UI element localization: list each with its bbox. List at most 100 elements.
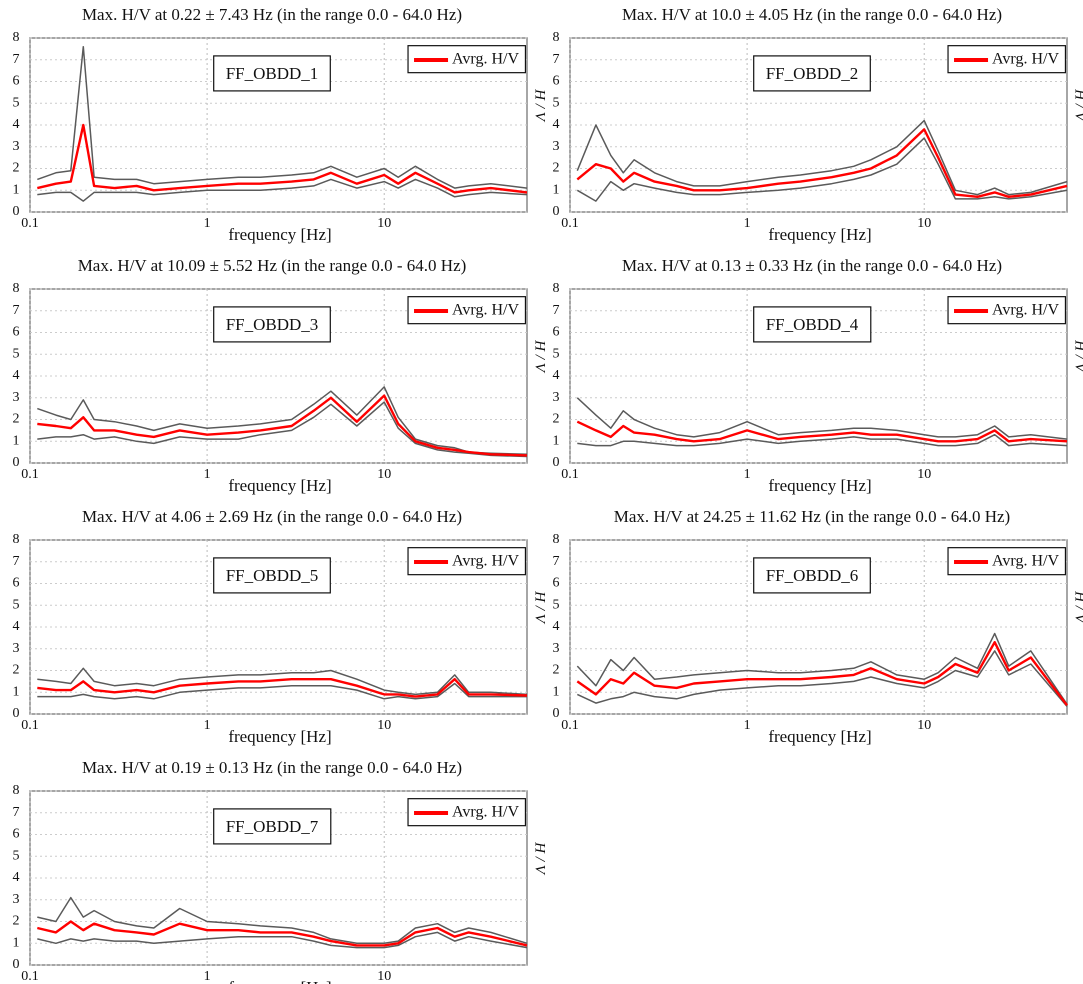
x-axis-label: frequency [Hz] (768, 225, 871, 244)
average-line (37, 394, 528, 457)
y-tick-label: 1 (13, 935, 20, 950)
y-tick-label: 8 (553, 532, 560, 547)
legend-label: Avrg. H/V (452, 804, 519, 821)
y-tick-label: 7 (13, 805, 20, 820)
y-tick-label: 0 (553, 455, 560, 470)
y-tick-label: 1 (553, 182, 560, 197)
station-label: FF_OBDD_2 (766, 64, 859, 83)
station-label: FF_OBDD_5 (226, 566, 319, 585)
station-label: FF_OBDD_7 (226, 817, 319, 836)
station-box (213, 557, 331, 594)
y-tick-label: 6 (13, 576, 20, 591)
y-tick-label: 5 (13, 848, 20, 863)
y-tick-label: 4 (553, 619, 560, 634)
station-box (213, 808, 332, 845)
y-tick-label: 0 (13, 455, 20, 470)
station-label: FF_OBDD_4 (766, 315, 859, 334)
x-tick-label: 10 (377, 718, 391, 733)
bound-line (37, 386, 528, 456)
y-tick-label: 3 (13, 641, 20, 656)
average-line (37, 123, 528, 194)
x-tick-label: 10 (917, 467, 931, 482)
y-tick-label: 8 (13, 281, 20, 296)
y-tick-label: 6 (553, 576, 560, 591)
y-tick-label: 3 (13, 139, 20, 154)
legend-label: Avrg. H/V (452, 302, 519, 319)
average-line (576, 420, 1068, 443)
bound-line (577, 433, 1068, 447)
y-axis-label: H / V (532, 88, 548, 123)
y-tick-label: 6 (553, 74, 560, 89)
chart-title: Max. H/V at 4.06 ± 2.69 Hz (in the range… (82, 507, 462, 526)
bound-line (37, 682, 527, 700)
chart-title: Max. H/V at 24.25 ± 11.62 Hz (in the ran… (614, 507, 1010, 526)
chart-panel: Max. H/V at 0.19 ± 0.13 Hz (in the range… (13, 758, 548, 984)
y-tick-label: 8 (553, 281, 560, 296)
legend-box (407, 45, 527, 74)
y-axis-label: H / V (1072, 339, 1083, 374)
y-tick-label: 0 (13, 957, 20, 972)
chart-title: Max. H/V at 0.22 ± 7.43 Hz (in the range… (82, 5, 462, 24)
y-tick-label: 4 (553, 368, 560, 383)
chart-title: Max. H/V at 0.13 ± 0.33 Hz (in the range… (622, 256, 1002, 275)
y-tick-label: 2 (13, 663, 20, 678)
x-axis-label: frequency [Hz] (228, 225, 331, 244)
legend-label: Avrg. H/V (992, 553, 1059, 570)
y-tick-label: 3 (553, 641, 560, 656)
y-tick-label: 3 (553, 390, 560, 405)
y-tick-label: 0 (13, 706, 20, 721)
y-tick-label: 6 (13, 827, 20, 842)
station-label: FF_OBDD_6 (766, 566, 859, 585)
x-tick-label: 0.1 (21, 969, 39, 984)
y-tick-label: 4 (13, 368, 20, 383)
bound-line (37, 178, 528, 202)
y-tick-label: 3 (13, 892, 20, 907)
y-tick-label: 7 (13, 554, 20, 569)
y-tick-label: 3 (13, 390, 20, 405)
station-box (753, 557, 871, 594)
x-tick-label: 10 (377, 216, 391, 231)
y-tick-label: 7 (553, 554, 560, 569)
x-tick-label: 1 (204, 467, 211, 482)
bound-line (37, 931, 528, 949)
x-tick-label: 10 (377, 969, 391, 984)
y-tick-label: 2 (13, 412, 20, 427)
legend-label: Avrg. H/V (452, 51, 519, 68)
y-tick-label: 4 (553, 117, 560, 132)
x-tick-label: 1 (204, 718, 211, 733)
y-tick-label: 7 (553, 52, 560, 67)
average-line (37, 678, 528, 698)
y-tick-label: 7 (553, 303, 560, 318)
y-tick-label: 0 (553, 204, 560, 219)
y-tick-label: 3 (553, 139, 560, 154)
station-box (753, 55, 871, 92)
bound-line (37, 401, 528, 458)
x-tick-label: 1 (744, 718, 751, 733)
x-tick-label: 10 (917, 718, 931, 733)
y-axis-label: H / V (532, 339, 548, 374)
chart-panel: Max. H/V at 0.13 ± 0.33 Hz (in the range… (553, 256, 1083, 495)
bound-line (37, 896, 528, 945)
bound-line (37, 667, 528, 696)
x-tick-label: 1 (744, 467, 751, 482)
x-tick-label: 0.1 (561, 718, 579, 733)
y-tick-label: 8 (13, 30, 20, 45)
bound-line (576, 119, 1068, 196)
y-tick-label: 2 (13, 161, 20, 176)
y-tick-label: 6 (553, 325, 560, 340)
x-axis-label: frequency [Hz] (228, 476, 331, 495)
y-tick-label: 8 (13, 532, 20, 547)
y-tick-label: 6 (13, 325, 20, 340)
y-tick-label: 1 (553, 684, 560, 699)
y-tick-label: 0 (553, 706, 560, 721)
x-tick-label: 1 (204, 969, 211, 984)
x-tick-label: 10 (377, 467, 391, 482)
x-tick-label: 0.1 (21, 718, 39, 733)
x-axis-label: frequency [Hz] (768, 476, 871, 495)
y-tick-label: 7 (13, 52, 20, 67)
y-tick-label: 6 (13, 74, 20, 89)
y-tick-label: 4 (13, 117, 20, 132)
y-tick-label: 5 (553, 95, 560, 110)
x-axis-label: frequency [Hz] (768, 727, 871, 746)
